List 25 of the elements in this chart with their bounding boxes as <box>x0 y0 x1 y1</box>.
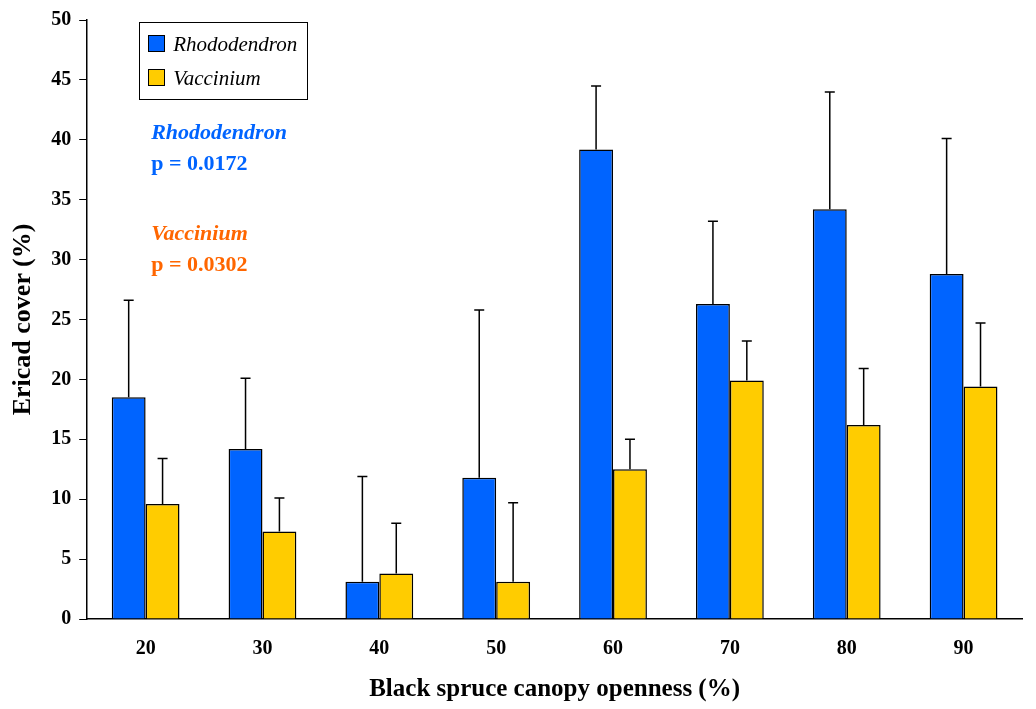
y-tick-label: 25 <box>51 306 72 329</box>
x-tick-label: 50 <box>486 636 507 659</box>
y-tick-label: 15 <box>51 426 72 449</box>
x-tick-label: 20 <box>135 636 156 659</box>
y-tick-label: 45 <box>51 67 72 90</box>
y-tick-label: 50 <box>51 7 72 30</box>
x-tick-label: 80 <box>836 636 857 659</box>
x-tick-label: 70 <box>719 636 740 659</box>
x-axis-title: Black spruce canopy openness (%) <box>369 674 741 703</box>
y-tick-label: 35 <box>51 186 72 209</box>
y-tick-label: 20 <box>51 366 72 389</box>
annotation: Rhododendron p = 0.0172 <box>151 118 287 177</box>
y-tick-label: 40 <box>51 126 72 149</box>
x-tick-label: 30 <box>252 636 273 659</box>
x-tick-label: 90 <box>953 636 974 659</box>
y-tick-label: 10 <box>51 486 72 509</box>
x-tick-label: 40 <box>369 636 390 659</box>
legend-label: Vaccinium <box>173 66 261 90</box>
y-axis-title: Ericad cover (%) <box>7 223 37 416</box>
y-tick-label: 5 <box>61 546 72 569</box>
x-tick-label: 60 <box>603 636 624 659</box>
legend-label: Rhododendron <box>173 32 298 56</box>
annotation: Vaccinium p = 0.0302 <box>151 219 248 278</box>
y-tick-label: 30 <box>51 246 72 269</box>
y-tick-label: 0 <box>61 606 72 629</box>
